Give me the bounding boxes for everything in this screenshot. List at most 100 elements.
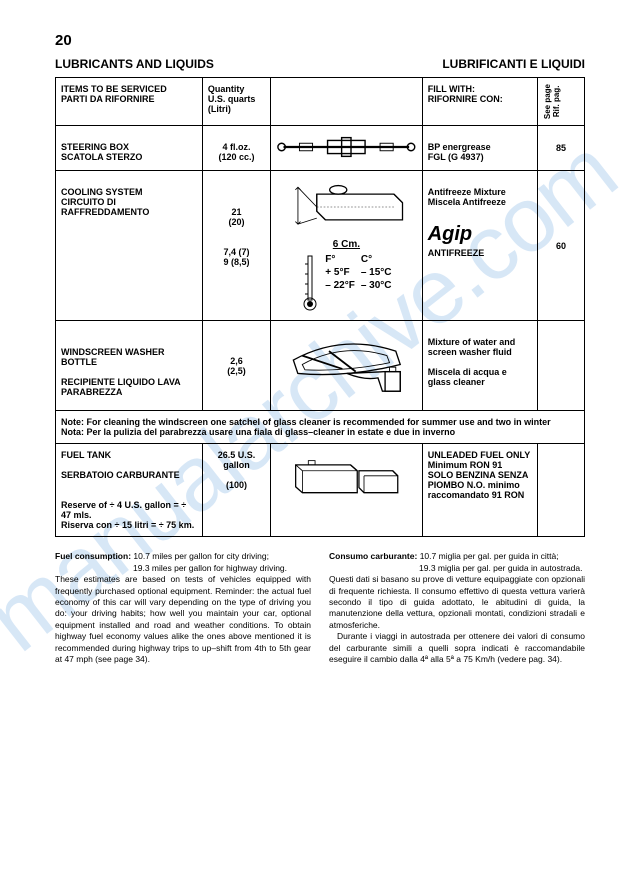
fr-l1a: Consumo carburante: [329, 551, 417, 561]
fuel-page [537, 444, 584, 537]
cooling-fill: Antifreeze Mixture Miscela Antifreeze Ag… [422, 171, 537, 321]
washer-fill1: Mixture of water and screen washer fluid [428, 337, 516, 357]
temp-ch: C° [361, 254, 392, 265]
steering-qty1: 4 fl.oz. [222, 142, 250, 152]
fuel-fill1: UNLEADED FUEL ONLY Minimum RON 91 [428, 450, 530, 470]
washer-item: WINDSCREEN WASHER BOTTLE RECIPIENTE LIQU… [56, 321, 203, 411]
washer-qty1: 2,6 [230, 356, 243, 366]
coolant-tank-icon [280, 177, 414, 237]
fuel-reserve1: Reserve of ÷ 4 U.S. gallon = ÷ 47 mls. [61, 500, 186, 520]
washer-fill2: Miscela di acqua e glass cleaner [428, 367, 507, 387]
cooling-item: COOLING SYSTEM CIRCUITO DI RAFFREDDAMENT… [56, 171, 203, 321]
washer-item-en: WINDSCREEN WASHER BOTTLE [61, 347, 165, 367]
temp-f1: + 5°F [325, 267, 355, 278]
steering-fill2: FGL (G 4937) [428, 152, 484, 162]
table-header-row: ITEMS TO BE SERVICED PARTI DA RIFORNIRE … [56, 78, 585, 126]
agip-brand: Agip [428, 223, 532, 246]
washer-fill: Mixture of water and screen washer fluid… [422, 321, 537, 411]
steering-item: STEERING BOX SCATOLA STERZO [56, 126, 203, 171]
cooling-diagram: 6 Cm. F° + 5°F – 22°F C° – 15°C – [271, 171, 423, 321]
footer-columns: Fuel consumption: 10.7 miles per gallon … [55, 551, 585, 666]
fuel-item: FUEL TANK SERBATOIO CARBURANTE Reserve o… [56, 444, 203, 537]
row-washer: WINDSCREEN WASHER BOTTLE RECIPIENTE LIQU… [56, 321, 585, 411]
steering-page: 85 [537, 126, 584, 171]
cooling-item-it: CIRCUITO DI RAFFREDDAMENTO [61, 197, 149, 217]
note-cell: Note: For cleaning the windscreen one sa… [56, 411, 585, 444]
cooling-qty1: 21 [231, 207, 241, 217]
note-it: Nota: Per la pulizia del parabrezza usar… [61, 427, 455, 437]
header-items: ITEMS TO BE SERVICED PARTI DA RIFORNIRE [56, 78, 203, 126]
fl-l2: 19.3 miles per gallon for highway drivin… [55, 563, 311, 574]
page-titles: LUBRICANTS AND LIQUIDS LUBRIFICANTI E LI… [55, 57, 585, 71]
cooling-page-val: 60 [556, 241, 566, 251]
page-number: 20 [55, 32, 585, 49]
header-fill: FILL WITH: RIFORNIRE CON: [422, 78, 537, 126]
cooling-item-en: COOLING SYSTEM [61, 187, 143, 197]
header-qty-l2: U.S. quarts [208, 94, 256, 104]
agip-sub: ANTIFREEZE [428, 248, 532, 258]
cooling-cm-label: 6 Cm. [276, 239, 417, 250]
title-right: LUBRIFICANTI E LIQUIDI [442, 57, 585, 71]
note-en: Note: For cleaning the windscreen one sa… [61, 417, 551, 427]
washer-item-it: RECIPIENTE LIQUIDO LAVA PARABREZZA [61, 377, 180, 397]
steering-item-it: SCATOLA STERZO [61, 152, 142, 162]
fuel-tank-icon [283, 450, 410, 505]
footer-left: Fuel consumption: 10.7 miles per gallon … [55, 551, 311, 666]
fr-l1b: 10.7 miglia per gal. per guida in città; [420, 551, 559, 561]
steering-page-val: 85 [556, 143, 566, 153]
footer-right: Consumo carburante: 10.7 miglia per gal.… [329, 551, 585, 666]
temp-fh: F° [325, 254, 355, 265]
header-qty-l1: Quantity [208, 84, 245, 94]
washer-page [537, 321, 584, 411]
header-page: See page Rif. pag. [537, 78, 584, 126]
fr-l2: 19.3 miglia per gal. per guida in autost… [329, 563, 585, 574]
steering-fill1: BP energrease [428, 142, 491, 152]
windscreen-washer-icon [280, 327, 414, 402]
row-note: Note: For cleaning the windscreen one sa… [56, 411, 585, 444]
fl-body: These estimates are based on tests of ve… [55, 574, 311, 666]
row-fuel: FUEL TANK SERBATOIO CARBURANTE Reserve o… [56, 444, 585, 537]
temp-f2: – 22°F [325, 280, 355, 291]
lubricants-table: ITEMS TO BE SERVICED PARTI DA RIFORNIRE … [55, 77, 585, 537]
fr-body1: Questi dati si basano su prove di vettur… [329, 574, 585, 631]
cooling-qty4: 9 (8,5) [223, 257, 249, 267]
fl-l1a: Fuel consumption: [55, 551, 131, 561]
row-cooling: COOLING SYSTEM CIRCUITO DI RAFFREDDAMENT… [56, 171, 585, 321]
temp-table: F° + 5°F – 22°F C° – 15°C – 30°C [276, 254, 417, 314]
fuel-reserve2: Riserva con ÷ 15 litri = ÷ 75 km. [61, 520, 194, 530]
thermometer-icon [301, 254, 319, 314]
cooling-qty2: (20) [228, 217, 244, 227]
cooling-qty3: 7,4 (7) [223, 247, 249, 257]
fuel-fill2: SOLO BENZINA SENZA PIOMBO N.O. minimo ra… [428, 470, 528, 500]
fuel-diagram [271, 444, 423, 537]
cooling-fill2: Miscela Antifreeze [428, 197, 506, 207]
steering-fill: BP energrease FGL (G 4937) [422, 126, 537, 171]
steering-item-en: STEERING BOX [61, 142, 129, 152]
fuel-qty1: 26.5 U.S. gallon [218, 450, 256, 470]
cooling-fill1: Antifreeze Mixture [428, 187, 506, 197]
title-left: LUBRICANTS AND LIQUIDS [55, 57, 214, 71]
header-items-it: PARTI DA RIFORNIRE [61, 94, 155, 104]
header-items-en: ITEMS TO BE SERVICED [61, 84, 167, 94]
header-diagram [271, 78, 423, 126]
header-fill-it: RIFORNIRE CON: [428, 94, 503, 104]
fuel-qty2: (100) [226, 480, 247, 490]
washer-qty: 2,6 (2,5) [202, 321, 270, 411]
cooling-page: 60 [537, 171, 584, 321]
steering-qty2: (120 cc.) [218, 152, 254, 162]
fuel-item-it: SERBATOIO CARBURANTE [61, 470, 180, 480]
washer-qty2: (2,5) [227, 366, 246, 376]
washer-diagram [271, 321, 423, 411]
fuel-qty: 26.5 U.S. gallon (100) [202, 444, 270, 537]
header-qty: Quantity U.S. quarts (Litri) [202, 78, 270, 126]
fuel-fill: UNLEADED FUEL ONLY Minimum RON 91 SOLO B… [422, 444, 537, 537]
header-page-it: Rif. pag. [552, 86, 561, 118]
cooling-qty: 21 (20) 7,4 (7) 9 (8,5) [202, 171, 270, 321]
fuel-item-en: FUEL TANK [61, 450, 111, 460]
fr-body2: Durante i viaggi in autostrada per otten… [329, 631, 585, 665]
steering-diagram [271, 126, 423, 171]
temp-c2: – 30°C [361, 280, 392, 291]
temp-c1: – 15°C [361, 267, 392, 278]
header-qty-l3: (Litri) [208, 104, 231, 114]
steering-qty: 4 fl.oz. (120 cc.) [202, 126, 270, 171]
